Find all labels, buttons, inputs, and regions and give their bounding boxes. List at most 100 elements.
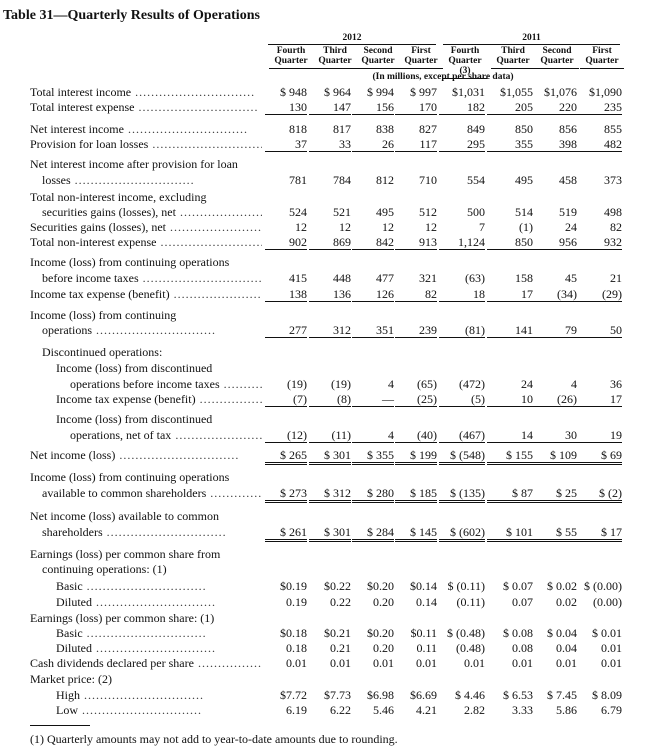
- table-cell: 495: [515, 173, 533, 187]
- footnote-divider: [30, 725, 90, 726]
- dot-leader: ..............................: [131, 86, 256, 99]
- table-cell: 277: [265, 324, 307, 338]
- table-cell: $ 0.07: [503, 579, 533, 593]
- table-cell: 0.18: [286, 641, 307, 655]
- table-cell: 4: [388, 377, 394, 391]
- table-cell: $ (602): [439, 526, 485, 542]
- table-cell: $ 355: [352, 449, 394, 465]
- table-cell: 827: [419, 122, 437, 136]
- table-cell: $0.22: [324, 579, 351, 593]
- table-cell: $1,076: [544, 85, 577, 99]
- table-cell: 817: [333, 122, 351, 136]
- table-cell: $ 273: [265, 487, 307, 503]
- table-cell: 0.01: [416, 656, 437, 670]
- table-cell: $0.21: [324, 626, 351, 640]
- table-cell: 500: [467, 205, 485, 219]
- row-label: operations before income taxes .........…: [70, 378, 262, 391]
- table-cell: 855: [604, 122, 622, 136]
- row-label: operations, net of tax .................…: [70, 429, 262, 442]
- table-cell: (26): [531, 393, 577, 407]
- column-header: Third Quarter: [491, 46, 535, 69]
- table-cell: 856: [559, 122, 577, 136]
- row-label: Income (loss) from continuing operations: [30, 256, 230, 269]
- dot-leader: ..............................: [92, 596, 216, 609]
- table-cell: $ 0.02: [547, 579, 577, 593]
- table-cell: (0.11): [456, 595, 485, 609]
- column-header: Second Quarter: [356, 46, 400, 69]
- table-cell: 710: [419, 173, 437, 187]
- row-label: Total non-interest income, excluding: [30, 191, 207, 204]
- row-label: Diluted ..............................: [56, 642, 216, 655]
- table-cell: 0.01: [330, 656, 351, 670]
- table-cell: 850: [487, 236, 533, 250]
- table-cell: $0.20: [367, 579, 394, 593]
- dot-leader: ..............................: [115, 449, 240, 462]
- table-cell: 477: [376, 271, 394, 285]
- table-cell: 5.86: [556, 703, 577, 717]
- column-header: First Quarter: [580, 46, 624, 69]
- table-cell: 482: [576, 138, 622, 152]
- table-cell: 147: [309, 101, 351, 115]
- row-label: Income tax expense (benefit) ...........…: [30, 288, 262, 301]
- row-label: Basic ..............................: [56, 627, 207, 640]
- table-cell: 458: [559, 173, 577, 187]
- table-cell: 415: [289, 271, 307, 285]
- row-label: Total interest income ..................…: [30, 86, 256, 99]
- table-cell: $ 312: [309, 487, 351, 503]
- table-cell: 3.33: [512, 703, 533, 717]
- table-cell: $7.72: [280, 688, 307, 702]
- table-cell: 10: [487, 393, 533, 407]
- table-cell: 4: [571, 377, 577, 391]
- table-cell: 205: [487, 101, 533, 115]
- table-cell: 239: [395, 324, 437, 338]
- row-label: Earnings (loss) per common share from: [30, 548, 221, 561]
- table-cell: $ 301: [309, 526, 351, 542]
- row-label: Income (loss) from discontinued: [56, 413, 213, 426]
- table-cell: (5): [439, 393, 485, 407]
- table-cell: $ 0.01: [592, 626, 622, 640]
- dot-leader: ..............................: [80, 689, 204, 702]
- table-cell: (11): [309, 429, 351, 443]
- column-header: Fourth Quarter (3): [443, 46, 487, 79]
- dot-leader: ..............................: [92, 642, 216, 655]
- table-cell: $1,090: [589, 85, 622, 99]
- table-cell: 0.08: [512, 641, 533, 655]
- row-label: available to common shareholders .......…: [42, 487, 262, 500]
- table-cell: (40): [395, 429, 437, 443]
- table-cell: (0.48): [456, 641, 485, 655]
- table-cell: 12: [425, 220, 437, 234]
- table-cell: (19): [287, 377, 307, 391]
- row-label: Basic ..............................: [56, 580, 207, 593]
- table-cell: 5.46: [373, 703, 394, 717]
- dot-leader: ..............................: [223, 378, 262, 391]
- table-cell: 495: [376, 205, 394, 219]
- dot-leader: ..............................: [82, 627, 207, 640]
- table-cell: 26: [352, 138, 394, 152]
- table-cell: (1): [519, 220, 533, 234]
- table-cell: 514: [515, 205, 533, 219]
- table-cell: (467): [439, 429, 485, 443]
- table-cell: (25): [395, 393, 437, 407]
- dot-leader: ..............................: [70, 174, 195, 187]
- column-header: Fourth Quarter: [269, 46, 313, 69]
- table-cell: 126: [352, 288, 394, 302]
- table-cell: 6.79: [601, 703, 622, 717]
- table-cell: $ 109: [531, 449, 577, 465]
- row-label: Net income (loss) available to common: [30, 510, 219, 523]
- table-cell: 869: [309, 236, 351, 250]
- table-cell: 82: [610, 220, 622, 234]
- row-label: Income (loss) from discontinued: [56, 362, 213, 375]
- dot-leader: ..............................: [134, 101, 259, 114]
- table-cell: $ 25: [531, 487, 577, 503]
- table-cell: 812: [376, 173, 394, 187]
- table-cell: (19): [331, 377, 351, 391]
- table-cell: 14: [487, 429, 533, 443]
- table-title: Table 31—Quarterly Results of Operations: [3, 8, 260, 23]
- table-cell: $ 6.53: [503, 688, 533, 702]
- table-cell: 784: [333, 173, 351, 187]
- table-cell: $ 199: [395, 449, 437, 465]
- table-cell: (472): [459, 377, 485, 391]
- table-cell: 18: [439, 288, 485, 302]
- table-cell: 524: [289, 205, 307, 219]
- table-cell: (29): [576, 288, 622, 302]
